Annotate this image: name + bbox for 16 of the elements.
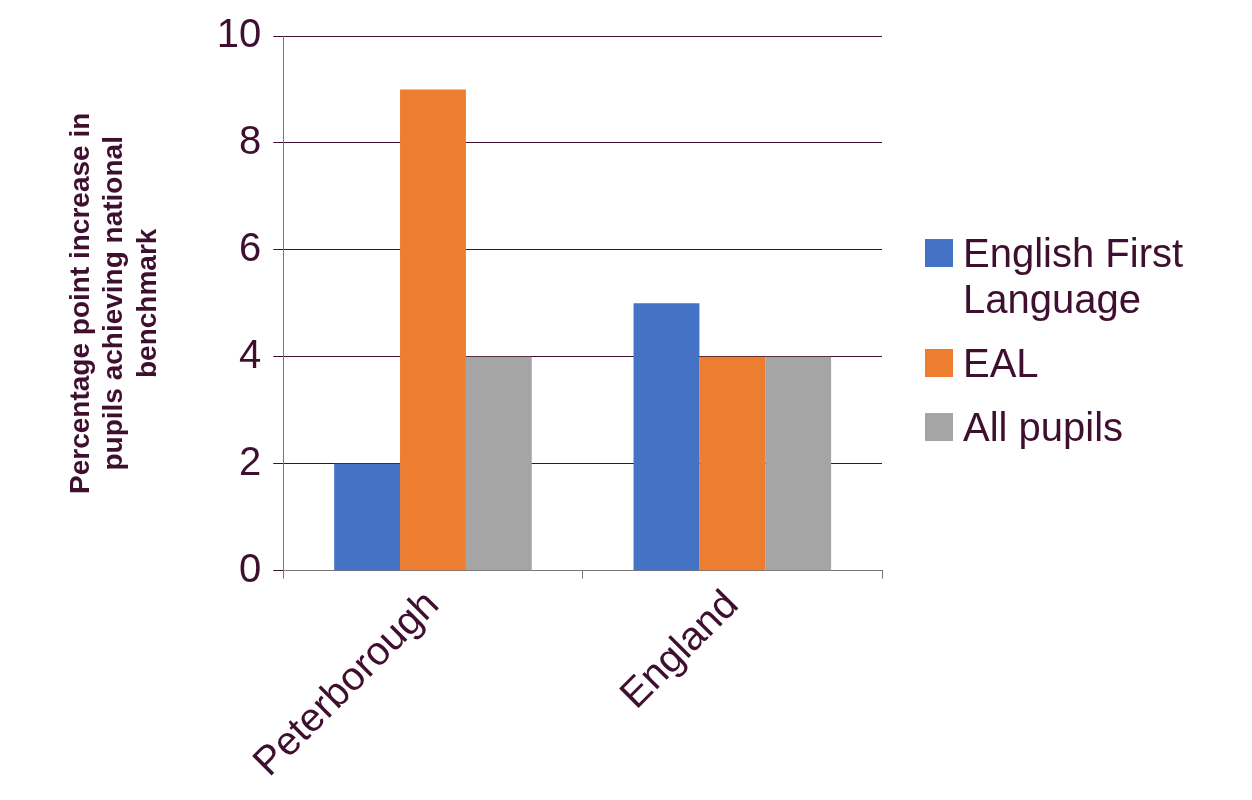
y-tick-label: 6 [239, 224, 262, 269]
y-axis-title: Percentage point increase in pupils achieving national benchmark [63, 112, 162, 494]
y-tick-label: 2 [239, 438, 262, 483]
y-tick-label: 4 [239, 331, 262, 376]
y-tick-label: 10 [216, 11, 262, 56]
bar [400, 89, 466, 571]
legend-label: All pupils [963, 404, 1124, 450]
bar [334, 463, 401, 571]
y-tick-label: 0 [239, 545, 262, 590]
bar [699, 356, 766, 571]
bar [465, 356, 532, 571]
bar [633, 303, 700, 571]
legend-label: English First Language [963, 230, 1185, 322]
legend-label: EAL [963, 340, 1039, 386]
bar [765, 356, 832, 571]
y-tick-label: 8 [239, 117, 262, 162]
